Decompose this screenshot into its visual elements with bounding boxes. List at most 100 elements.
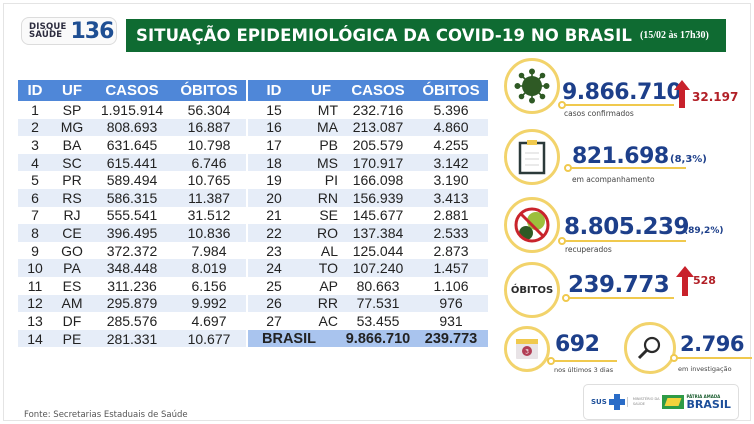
investigation-label: em investigação	[678, 365, 732, 373]
cell-uf: MG	[52, 118, 92, 137]
confirmed-underline	[562, 104, 674, 106]
partner-logos: SUS MINISTÉRIO DA SAÚDE PÁTRIA AMADA BRA…	[583, 384, 739, 420]
recovered-badge	[504, 197, 560, 253]
table-row: 4 SC 615.441 6.746	[18, 153, 246, 172]
last3days-label: nos últimos 3 dias	[554, 366, 614, 374]
cell-uf: PA	[52, 259, 92, 277]
col-uf: UF	[52, 80, 92, 101]
monitoring-pct: (8,3%)	[670, 154, 707, 165]
cell-id: 4	[18, 153, 52, 172]
cell-id: 5	[31, 172, 39, 189]
arrow-up-icon	[676, 266, 694, 296]
sus-text: SUS	[591, 398, 607, 406]
cell-casos: 80.663	[356, 277, 400, 294]
table-row: 25 AP 80.663 1.106	[248, 277, 488, 295]
cell-casos: 107.240	[342, 259, 414, 277]
cell-obitos: 10.677	[172, 329, 246, 348]
cell-uf: AP	[319, 277, 338, 294]
cell-uf: SP	[62, 101, 82, 118]
cell-casos: 615.441	[92, 153, 172, 172]
cell-id: 6	[18, 188, 52, 207]
magnifier-icon	[637, 336, 661, 360]
cell-obitos: 3.142	[414, 153, 488, 172]
monitoring-label: em acompanhamento	[572, 175, 655, 184]
cell-casos: 166.098	[352, 172, 404, 189]
cell-obitos: 6.156	[191, 277, 227, 294]
clipboard-icon	[518, 140, 546, 175]
table-row: 17 PB 205.579 4.255	[248, 136, 488, 154]
cell-casos: 586.315	[92, 188, 172, 207]
no-virus-icon	[514, 207, 550, 243]
cell-casos: 808.693	[92, 118, 172, 137]
cell-casos: 348.448	[92, 259, 172, 277]
cell-obitos: 2.881	[433, 207, 469, 224]
cell-casos: 311.236	[107, 277, 157, 294]
table-row: 5 PR 589.494 10.765	[18, 171, 246, 189]
cell-id: 19	[266, 172, 282, 189]
table-row: 6 RS 586.315 11.387	[18, 188, 246, 207]
cell-uf: GO	[61, 242, 83, 259]
table-row: 7 RJ 555.541 31.512	[18, 207, 246, 225]
sus-logo: SUS	[591, 394, 625, 410]
cell-uf: ES	[62, 277, 82, 294]
cell-uf: TO	[300, 259, 342, 277]
calendar-icon: 3	[516, 339, 538, 359]
states-table-right: ID UF CASOS ÓBITOS 15 MT 232.716 5.396 16 MA 2…	[248, 80, 488, 348]
cell-id: 25	[266, 277, 282, 294]
page-title: SITUAÇÃO EPIDEMIOLÓGICA DA COVID-19 NO B…	[136, 26, 632, 45]
monitoring-underline	[568, 167, 686, 169]
logo-text: DISQUE SAÚDE	[29, 21, 67, 40]
recovered-value: 8.805.239	[564, 214, 690, 240]
cell-casos: 555.541	[106, 207, 158, 224]
last3days-underline	[551, 360, 617, 362]
cell-uf: CE	[52, 224, 92, 242]
cell-id: 24	[248, 259, 300, 277]
table-row: 12 AM 295.879 9.992	[18, 294, 246, 313]
cell-obitos: 31.512	[187, 207, 231, 224]
deaths-badge-label: ÓBITOS	[510, 284, 554, 296]
recovered-label: recuperados	[565, 245, 612, 254]
virus-icon	[514, 68, 550, 104]
table-row: 16 MA 213.087 4.860	[248, 118, 488, 137]
last3days-badge: 3	[504, 326, 550, 372]
cell-casos: 156.939	[342, 188, 414, 207]
investigation-dot	[670, 354, 678, 362]
cell-casos: 281.331	[92, 329, 172, 348]
cell-id: 20	[248, 188, 300, 207]
cell-uf: RN	[300, 188, 342, 207]
table-row: 18 MS 170.917 3.142	[248, 153, 488, 172]
source-note: Fonte: Secretarias Estaduais de Saúde	[24, 410, 188, 420]
table-row: 27 AC 53.455 931	[248, 312, 488, 330]
arrow-up-icon	[674, 80, 690, 108]
cell-obitos: 5.396	[433, 101, 469, 118]
cell-obitos: 16.887	[172, 118, 246, 137]
svg-text:3: 3	[525, 349, 529, 356]
cell-casos: 213.087	[342, 118, 414, 137]
cell-id: 12	[18, 294, 52, 313]
cell-id: 16	[248, 118, 300, 137]
cell-uf: SC	[52, 153, 92, 172]
table-row: 10 PA 348.448 8.019	[18, 259, 246, 277]
cell-uf: AL	[320, 242, 338, 259]
confirmed-dot	[558, 101, 566, 109]
cell-casos: 396.495	[92, 224, 172, 242]
cell-obitos: 1.457	[414, 259, 488, 277]
col-casos: CASOS	[342, 80, 414, 101]
cell-casos: 170.917	[342, 153, 414, 172]
title-bar: SITUAÇÃO EPIDEMIOLÓGICA DA COVID-19 NO B…	[126, 19, 726, 52]
cell-casos: 295.879	[92, 294, 172, 313]
logo-number: 136	[70, 18, 114, 44]
col-obitos: ÓBITOS	[172, 80, 246, 101]
table-row: 11 ES 311.236 6.156	[18, 277, 246, 295]
ministry-line1: MINISTÉRIO DA	[632, 397, 660, 401]
cell-id: 7	[31, 207, 39, 224]
table-row: 15 MT 232.716 5.396	[248, 101, 488, 119]
cell-uf: BA	[62, 136, 82, 153]
cell-obitos: 1.106	[433, 277, 469, 294]
cell-casos: 145.677	[352, 207, 404, 224]
investigation-badge	[624, 322, 676, 374]
cell-obitos: 10.765	[187, 172, 231, 189]
table-header-row: ID UF CASOS ÓBITOS	[248, 80, 488, 101]
cell-id: 15	[266, 101, 282, 118]
logo-line1: DISQUE	[29, 21, 67, 32]
